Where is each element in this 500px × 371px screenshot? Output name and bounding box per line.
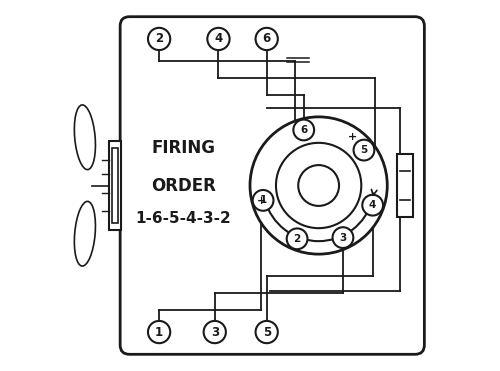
Circle shape xyxy=(256,28,278,50)
Circle shape xyxy=(276,143,362,228)
Circle shape xyxy=(204,321,226,343)
Circle shape xyxy=(294,119,314,140)
Text: 1: 1 xyxy=(260,196,266,206)
Circle shape xyxy=(250,117,388,254)
Ellipse shape xyxy=(74,105,96,170)
Text: 5: 5 xyxy=(262,325,271,339)
Text: 5: 5 xyxy=(360,145,368,155)
Text: +: + xyxy=(256,196,266,206)
Text: +: + xyxy=(348,132,358,142)
Circle shape xyxy=(148,28,170,50)
FancyBboxPatch shape xyxy=(396,154,413,217)
Text: 3: 3 xyxy=(210,325,219,339)
Text: ORDER: ORDER xyxy=(151,177,216,194)
Text: 2: 2 xyxy=(155,32,163,46)
Circle shape xyxy=(252,190,274,211)
Text: 6: 6 xyxy=(300,125,308,135)
Bar xyxy=(108,141,120,230)
Bar xyxy=(112,148,117,223)
Ellipse shape xyxy=(74,201,96,266)
Text: 1: 1 xyxy=(155,325,163,339)
Circle shape xyxy=(286,229,308,249)
Circle shape xyxy=(298,165,339,206)
Circle shape xyxy=(354,140,374,161)
Circle shape xyxy=(332,227,353,248)
Text: 3: 3 xyxy=(340,233,346,243)
Circle shape xyxy=(362,195,383,216)
FancyBboxPatch shape xyxy=(120,17,424,354)
Text: 2: 2 xyxy=(294,234,300,244)
Circle shape xyxy=(256,321,278,343)
Circle shape xyxy=(208,28,230,50)
Text: FIRING: FIRING xyxy=(151,139,215,157)
Text: 1-6-5-4-3-2: 1-6-5-4-3-2 xyxy=(136,211,231,226)
Text: 6: 6 xyxy=(262,32,271,46)
Text: 4: 4 xyxy=(369,200,376,210)
Circle shape xyxy=(148,321,170,343)
Text: 4: 4 xyxy=(214,32,222,46)
